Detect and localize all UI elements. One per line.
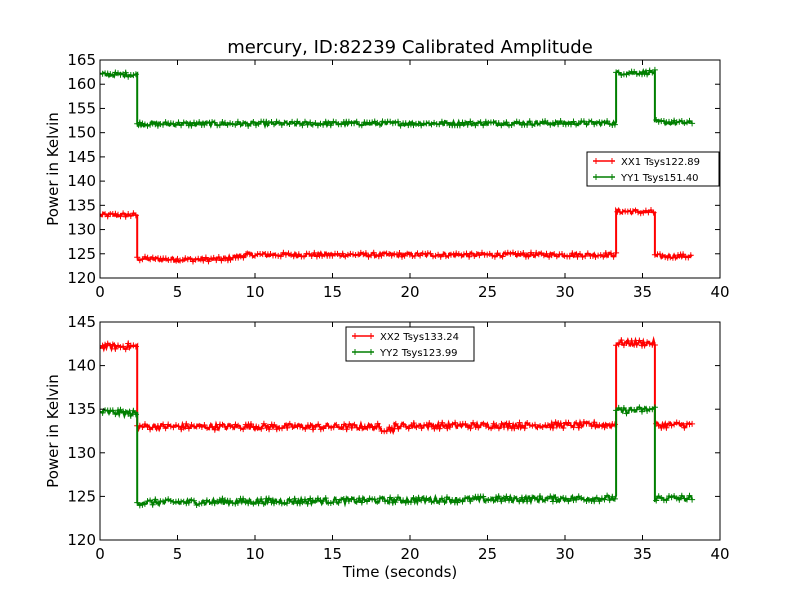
y-tick-label: 140 <box>67 172 96 190</box>
x-tick-label: 35 <box>633 545 652 563</box>
legend-marker <box>354 333 372 339</box>
series-markers <box>100 207 694 265</box>
y-tick-label: 140 <box>67 357 96 375</box>
x-tick-label: 10 <box>245 283 264 301</box>
plot-area <box>100 66 696 265</box>
legend-label: XX2 Tsys133.24 <box>380 332 459 343</box>
y-tick-label: 145 <box>67 148 96 166</box>
y-tick-label: 120 <box>67 269 96 287</box>
legend: XX1 Tsys122.89 YY1 Tsys151.40 <box>586 151 720 187</box>
x-tick-label: 35 <box>633 283 652 301</box>
y-tick-label: 145 <box>67 313 96 331</box>
legend-marker <box>354 349 372 355</box>
y-tick-label: 155 <box>67 99 96 117</box>
plot-area <box>100 335 696 509</box>
x-tick-label: 30 <box>555 545 574 563</box>
series-markers <box>100 66 696 129</box>
legend-marker <box>595 158 613 164</box>
y-axis-label: Power in Kelvin <box>44 112 62 226</box>
top-plot: 0 5 10 15 20 25 30 35 40 120 125 130 135 140 145 150 155… <box>44 51 730 301</box>
x-tick-label: 25 <box>478 283 497 301</box>
x-tick-label: 5 <box>173 545 183 563</box>
x-tick-label: 0 <box>95 283 105 301</box>
x-tick-label: 40 <box>710 545 729 563</box>
series-markers <box>100 337 696 435</box>
legend-label: XX1 Tsys122.89 <box>621 157 700 168</box>
y-tick-label: 125 <box>67 487 96 505</box>
legend: XX2 Tsys133.24 YY2 Tsys123.99 <box>345 326 475 362</box>
legend-marker <box>595 174 613 180</box>
x-tick-label: 15 <box>323 283 342 301</box>
y-axis-label: Power in Kelvin <box>44 374 62 488</box>
x-tick-label: 20 <box>400 283 419 301</box>
y-tick-label: 125 <box>67 245 96 263</box>
y-tick-label: 160 <box>67 75 96 93</box>
y-tick-label: 165 <box>67 51 96 69</box>
x-tick-label: 0 <box>95 545 105 563</box>
x-tick-label: 20 <box>400 545 419 563</box>
x-tick-label: 10 <box>245 545 264 563</box>
y-tick-label: 120 <box>67 531 96 549</box>
series-markers <box>100 404 696 509</box>
bottom-plot: 0 5 10 15 20 25 30 35 40 120 125 130 135 140 145 Power … <box>44 313 730 581</box>
legend-box <box>586 151 720 187</box>
y-tick-label: 130 <box>67 444 96 462</box>
legend-box <box>345 326 475 362</box>
legend-label: YY2 Tsys123.99 <box>379 348 458 359</box>
x-tick-label: 25 <box>478 545 497 563</box>
y-tick-label: 135 <box>67 400 96 418</box>
x-tick-label: 40 <box>710 283 729 301</box>
x-tick-label: 30 <box>555 283 574 301</box>
x-axis-label: Time (seconds) <box>342 563 458 581</box>
chart-title: mercury, ID:82239 Calibrated Amplitude <box>227 37 593 58</box>
y-tick-label: 150 <box>67 124 96 142</box>
x-tick-label: 15 <box>323 545 342 563</box>
x-tick-label: 5 <box>173 283 183 301</box>
legend-label: YY1 Tsys151.40 <box>620 173 699 184</box>
y-tick-label: 135 <box>67 196 96 214</box>
y-tick-label: 130 <box>67 221 96 239</box>
